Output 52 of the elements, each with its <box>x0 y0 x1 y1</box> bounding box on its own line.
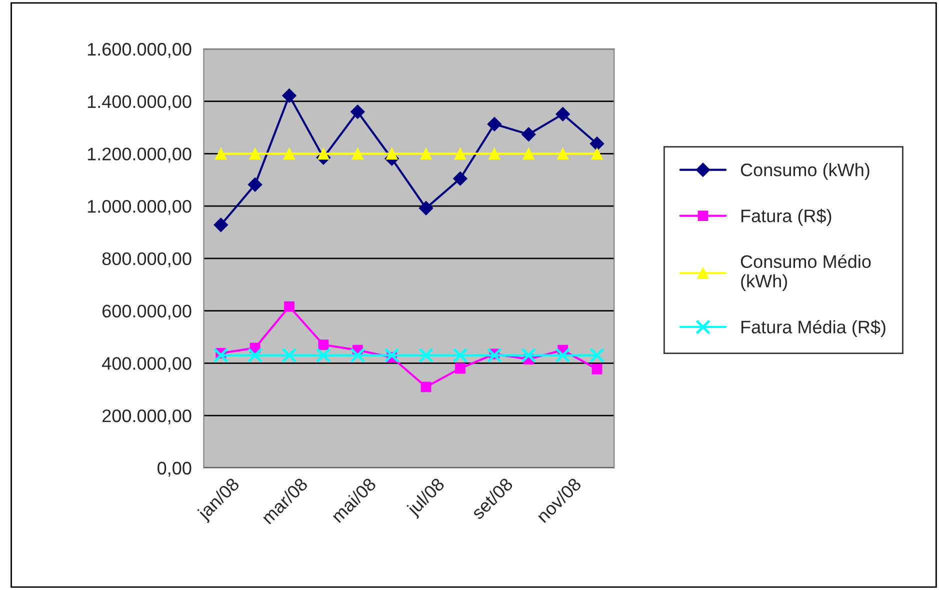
y-tick-label: 1.200.000,00 <box>88 148 192 163</box>
point <box>591 148 603 160</box>
point <box>248 348 263 363</box>
point <box>487 116 502 132</box>
point <box>590 348 605 363</box>
y-tick-label: 1.400.000,00 <box>88 95 192 110</box>
point <box>521 127 536 142</box>
point <box>248 177 262 192</box>
point <box>214 148 227 160</box>
point <box>452 348 468 363</box>
point <box>350 348 366 363</box>
point <box>418 348 434 363</box>
point <box>592 364 602 374</box>
point <box>213 348 228 363</box>
legend-label: Consumo Médio (kWh) <box>740 254 871 292</box>
point <box>420 148 432 160</box>
y-tick-label: 1.600.000,00 <box>88 42 192 58</box>
point <box>316 348 331 363</box>
point <box>249 148 261 160</box>
point <box>282 88 296 103</box>
point <box>318 148 330 160</box>
point <box>486 348 502 363</box>
point <box>590 136 604 151</box>
point <box>284 301 294 312</box>
point <box>488 148 500 160</box>
y-tick-label: 600.000,00 <box>102 304 192 320</box>
point <box>318 340 329 350</box>
y-tick-label: 1.000.000,00 <box>88 200 192 215</box>
point <box>418 200 434 216</box>
point <box>453 171 468 186</box>
y-tick-label: 200.000,00 <box>102 409 192 424</box>
y-tick-label: 0,00 <box>158 462 192 477</box>
point <box>455 363 466 374</box>
y-tick-label: 800.000,00 <box>102 252 192 268</box>
legend-label: Fatura Média (R$) <box>741 320 886 338</box>
legend-label: Fatura (R$) <box>741 208 832 226</box>
y-tick-label: 400.000,00 <box>102 357 192 372</box>
point <box>556 106 570 122</box>
point <box>214 218 228 232</box>
point <box>282 348 297 363</box>
point <box>555 348 570 363</box>
point <box>350 104 365 120</box>
point <box>352 148 364 160</box>
point <box>556 148 569 160</box>
point <box>384 348 400 363</box>
point <box>283 148 296 160</box>
point <box>386 148 398 160</box>
legend-label: Consumo (kWh) <box>740 163 870 180</box>
point <box>454 148 466 160</box>
point <box>420 382 432 392</box>
point <box>521 348 536 363</box>
point <box>522 148 535 160</box>
